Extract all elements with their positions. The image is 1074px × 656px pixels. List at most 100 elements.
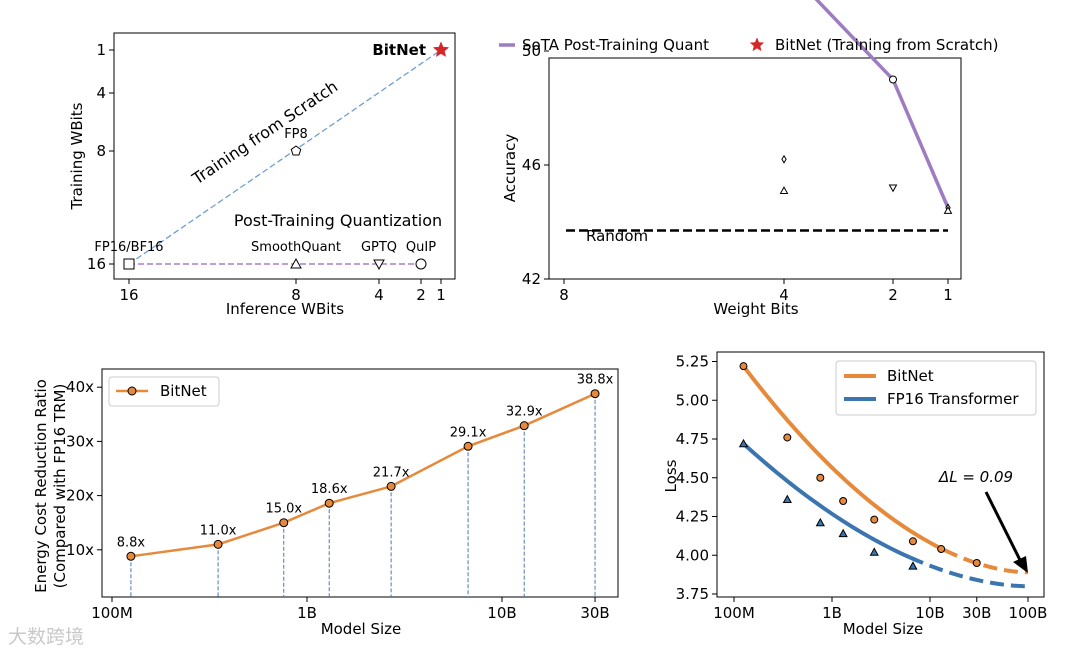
bitnet-point <box>324 498 334 508</box>
point-label: FP8 <box>284 127 308 142</box>
y-tick-label: 10x <box>66 541 94 559</box>
bitnet-point <box>870 515 879 524</box>
y-tick-label: 3.75 <box>676 585 709 603</box>
x-axis-label: Model Size <box>843 620 924 638</box>
bitnet-point <box>590 389 600 399</box>
point-marker <box>373 259 385 271</box>
scatter-marker <box>888 184 898 193</box>
bitnet-point <box>972 559 981 567</box>
x-tick-label: 8 <box>559 286 569 304</box>
point-label: SmoothQuant <box>251 240 341 255</box>
point-marker <box>415 258 427 270</box>
y-tick-label: 4.00 <box>676 546 709 564</box>
y-tick-label: 40x <box>66 378 94 396</box>
value-label: 29.1x <box>450 425 487 440</box>
bitnet-fit-curve <box>741 364 946 552</box>
y-axis-label: Loss <box>662 459 680 492</box>
scatter-marker <box>943 206 953 214</box>
x-tick-label: 16 <box>119 286 138 304</box>
bitnet-star <box>432 41 450 57</box>
bitnet-point <box>279 518 289 528</box>
bitnet-point <box>839 497 848 505</box>
bitnet-point <box>816 473 825 482</box>
y-tick-label: 16 <box>87 255 106 273</box>
bitnet-point <box>213 539 223 549</box>
fp16-extrapolation <box>909 555 1028 589</box>
bitnet-point <box>783 433 792 442</box>
x-axis-label: Inference WBits <box>226 300 344 318</box>
legend-marker <box>127 386 137 396</box>
legend-star-swatch <box>749 37 765 52</box>
bitnet-point <box>126 551 136 561</box>
fp16-point <box>738 438 749 448</box>
scatter-marker <box>779 186 789 194</box>
fp16-point <box>815 517 825 527</box>
legend-box <box>108 376 220 407</box>
training-scratch-line <box>128 49 442 265</box>
y-tick-label: 1 <box>96 41 106 59</box>
x-tick-label: 30B <box>580 604 609 622</box>
scatter-marker <box>781 154 787 164</box>
ptq-label: Post-Training Quantization <box>234 211 442 230</box>
fp16-point <box>908 561 918 570</box>
delta-annotation: ΔL = 0.09 <box>938 468 1013 486</box>
x-tick-label: 100M <box>713 604 755 622</box>
bitnet-point <box>739 362 748 371</box>
bitnet-label: BitNet <box>372 41 426 59</box>
legend-label: SoTA Post-Training Quant <box>522 36 709 54</box>
bitnet-point <box>908 537 917 546</box>
x-tick-label: 30B <box>962 604 991 622</box>
bitnet-point <box>937 545 946 554</box>
point-marker <box>290 145 302 156</box>
point-marker <box>290 257 302 269</box>
y-tick-label: 8 <box>96 142 106 160</box>
y-tick-label: 30x <box>66 432 94 450</box>
y-tick-label: 4.25 <box>676 508 709 526</box>
legend-label: BitNet (Training from Scratch) <box>775 36 999 54</box>
point-label: FP16/BF16 <box>94 240 163 255</box>
fp16-point <box>869 547 879 556</box>
chart2-frame <box>548 57 962 280</box>
point-marker <box>123 258 135 270</box>
bitnet-point <box>386 481 396 491</box>
legend-label: BitNet <box>160 382 207 400</box>
x-tick-label: 10B <box>915 604 944 622</box>
bitnet-point <box>519 421 529 431</box>
x-axis-label: Model Size <box>321 620 402 638</box>
value-label: 18.6x <box>311 482 348 497</box>
chart4-frame <box>716 351 1045 598</box>
point-label: QuIP <box>406 240 436 255</box>
random-label: Random <box>586 227 648 245</box>
y-tick-label: 4 <box>96 84 106 102</box>
y-axis-label: Energy Cost Reduction Ratio <box>32 379 50 593</box>
y-tick-label: 46 <box>522 156 541 174</box>
y-tick-label: 50 <box>522 42 541 60</box>
y-tick-label: 5.00 <box>676 391 709 409</box>
x-axis-label: Weight Bits <box>713 300 798 318</box>
x-tick-label: 2 <box>416 286 426 304</box>
fp16-point <box>838 528 848 538</box>
point-label: GPTQ <box>361 240 397 255</box>
x-tick-label: 8 <box>291 286 301 304</box>
x-tick-label: 1B <box>297 604 317 622</box>
x-tick-label: 100B <box>1009 604 1048 622</box>
y-axis-label: Accuracy <box>501 134 519 203</box>
fp16-point <box>782 494 792 503</box>
x-tick-label: 100M <box>91 604 133 622</box>
annotation-arrowhead <box>1013 556 1028 573</box>
y-tick-label: 42 <box>522 270 541 288</box>
legend-label: FP16 Transformer <box>887 390 1019 408</box>
x-tick-label: 10B <box>487 604 516 622</box>
y-tick-label: 20x <box>66 487 94 505</box>
value-label: 11.0x <box>200 523 237 538</box>
y-tick-label: 4.75 <box>676 430 709 448</box>
y-axis-label-2: (Compared with FP16 TRM) <box>51 384 69 589</box>
x-tick-label: 1 <box>436 286 446 304</box>
value-label: 32.9x <box>506 405 543 420</box>
y-tick-label: 5.25 <box>676 353 709 371</box>
bitnet-point <box>463 441 473 451</box>
chart1-frame <box>113 32 456 280</box>
bitnet-line <box>130 392 596 558</box>
bitnet-extrapolation <box>943 548 1028 575</box>
